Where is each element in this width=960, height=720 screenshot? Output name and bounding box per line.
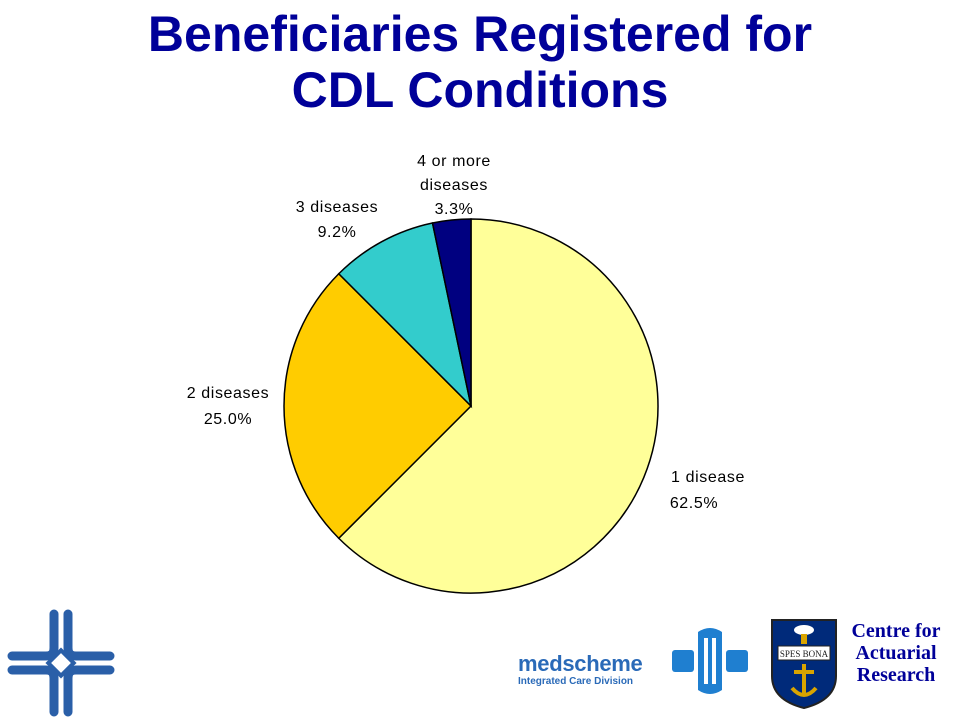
medscheme-name: medscheme [518,651,643,676]
centre-line-2: Actuarial [855,642,937,664]
slice-label-4-or-more-line-1: 4 or more [417,153,491,170]
pie-slices [283,218,659,594]
chart-title-line-1: Beneficiaries Registered for [147,6,813,62]
chart-title-line-2: CDL Conditions [291,62,669,118]
slice-value-1-disease: 62.5% [670,495,718,512]
cross-logo [7,609,115,717]
slice-label-4-or-more-line-2: diseases [420,177,488,194]
centre-for-actuarial-research: Centre for Actuarial Research [838,620,954,686]
university-crest-icon: SPES BONA [771,619,837,710]
pie-slice-3-diseases [337,222,473,409]
centre-line-3: Research [856,664,936,686]
medscheme-subtitle: Integrated Care Division [518,676,634,687]
pie-slice-1-disease [337,218,659,594]
slice-label-2-diseases: 2 diseases [187,385,270,402]
slice-label-1-disease: 1 disease [671,469,745,486]
pie-labels: 1 disease 62.5% 2 diseases 25.0% 3 disea… [187,153,745,512]
slice-value-3-diseases: 9.2% [318,224,357,241]
centre-line-1: Centre for [851,620,941,642]
slice-label-3-diseases: 3 diseases [296,199,379,216]
slice-value-4-or-more: 3.3% [435,201,474,218]
slice-value-2-diseases: 25.0% [204,411,252,428]
pie-slice-2-diseases [283,272,473,540]
crest-motto: SPES BONA [780,649,829,659]
pie-slice-4-or-more-diseases [431,218,472,407]
chart-title: Beneficiaries Registered for CDL Conditi… [0,6,960,118]
medscheme-logo: medscheme Integrated Care Division [518,652,668,692]
medscheme-mark-icon [672,628,748,694]
